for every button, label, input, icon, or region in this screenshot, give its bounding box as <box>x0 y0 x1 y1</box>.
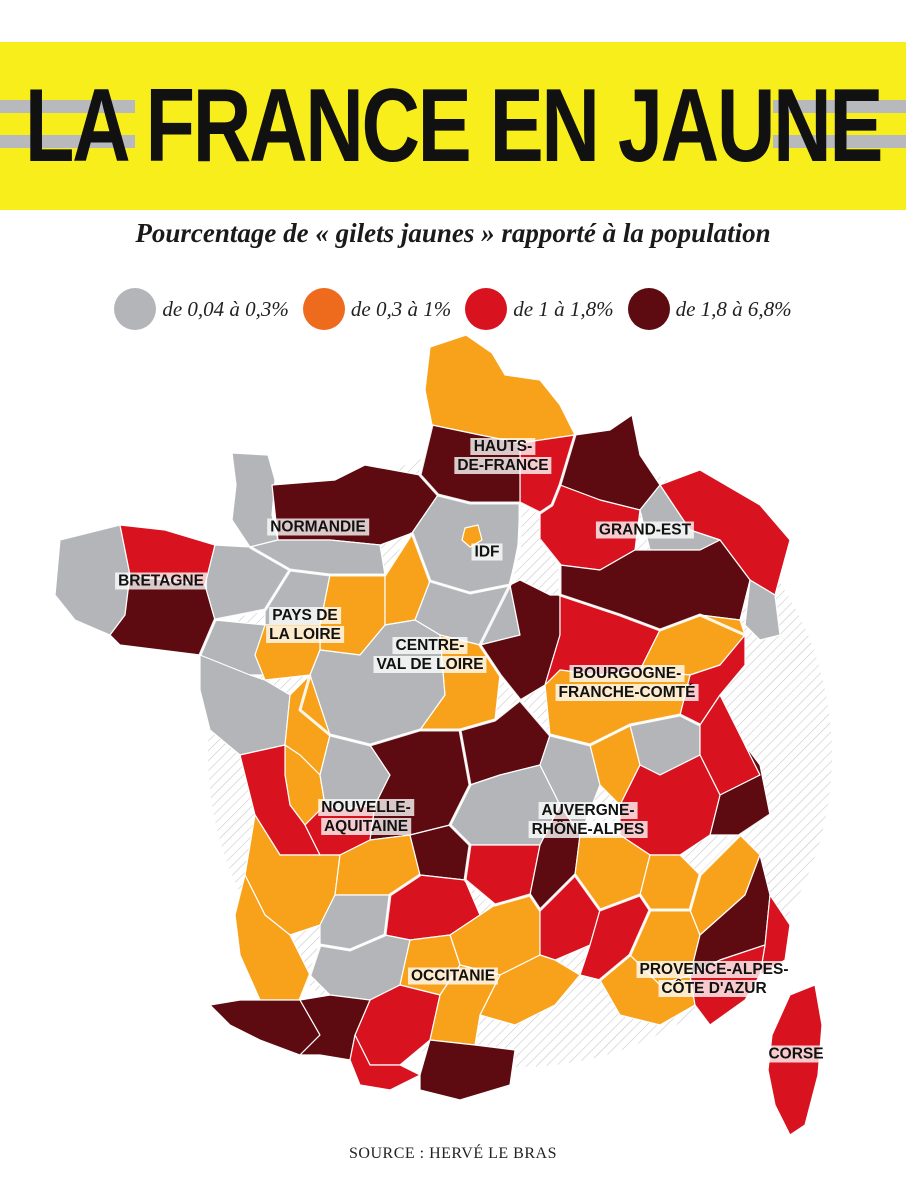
region-label-pays-de-la-loire: PAYS DE LA LOIRE <box>266 606 344 644</box>
page-title: LA FRANCE EN JAUNE <box>24 67 884 184</box>
border-grand-est <box>538 539 746 637</box>
legend-label: de 0,04 à 0,3% <box>162 296 289 321</box>
region-na-pyrenees-atl <box>209 999 321 1056</box>
legend-swatch <box>114 288 157 330</box>
region-label-auvergne-rhone-alpes: AUVERGNE- RHÔNE-ALPES <box>528 801 648 839</box>
legend-swatch <box>627 288 670 330</box>
legend-item: de 1 à 1,8% <box>465 288 614 330</box>
banner-stripe <box>773 135 906 148</box>
source-credit: SOURCE : HERVÉ LE BRAS <box>349 1145 557 1162</box>
legend-label: de 1 à 1,8% <box>513 296 614 321</box>
border-idf <box>410 503 522 595</box>
border-bfc <box>518 699 701 747</box>
region-hauts-de-france-north <box>424 334 576 444</box>
banner-stripe <box>773 100 906 113</box>
border-bretagne <box>198 569 292 656</box>
border-ara-south <box>464 813 771 912</box>
legend-swatch <box>302 288 345 330</box>
legend-label: de 0,3 à 1% <box>350 296 452 321</box>
legend-item: de 0,3 à 1% <box>302 288 452 330</box>
region-grand-est-vosges <box>744 579 781 641</box>
region-occ-pyr-or <box>419 1039 516 1101</box>
border-ara <box>448 729 472 881</box>
region-label-idf: IDF <box>471 543 503 562</box>
page-subtitle: Pourcentage de « gilets jaunes » rapport… <box>135 218 771 248</box>
region-occ-ariege <box>349 1034 421 1091</box>
border-paca <box>599 909 652 982</box>
legend-item: de 0,04 à 0,3% <box>114 288 289 330</box>
border-normandie <box>249 532 414 577</box>
region-label-hauts-de-france: HAUTS- DE-FRANCE <box>454 437 552 475</box>
map-svg <box>54 334 832 1136</box>
region-label-bretagne: BRETAGNE <box>115 572 207 591</box>
region-label-grand-est: GRAND-EST <box>595 521 695 540</box>
legend-item: de 1,8 à 6,8% <box>627 288 792 330</box>
region-label-corse: CORSE <box>765 1045 827 1064</box>
title-banner <box>0 42 906 210</box>
region-occ-herault <box>479 954 581 1026</box>
region-label-nouvelle-aquitaine: NOUVELLE- AQUITAINE <box>318 798 414 836</box>
region-label-bourgogne-franche-comte: BOURGOGNE- FRANCHE-COMTÉ <box>555 664 699 702</box>
region-label-occitanie: OCCITANIE <box>407 967 499 986</box>
legend-label: de 1,8 à 6,8% <box>675 296 792 321</box>
region-label-normandie: NORMANDIE <box>267 518 369 537</box>
legend: de 0,04 à 0,3% de 0,3 à 1% de 1 à 1,8% d… <box>0 287 906 331</box>
region-label-centre-val-de-loire: CENTRE- VAL DE LOIRE <box>373 636 487 674</box>
region-label-paca: PROVENCE-ALPES- CÔTE D'AZUR <box>636 960 792 998</box>
border-na <box>298 873 421 1001</box>
banner-stripe <box>0 100 135 113</box>
region-ara-haute-savoie <box>709 744 771 836</box>
legend-swatch <box>465 288 508 330</box>
banner-stripe <box>0 135 135 148</box>
france-map: HAUTS- DE-FRANCE NORMANDIE IDF GRAND-EST… <box>0 334 906 1140</box>
